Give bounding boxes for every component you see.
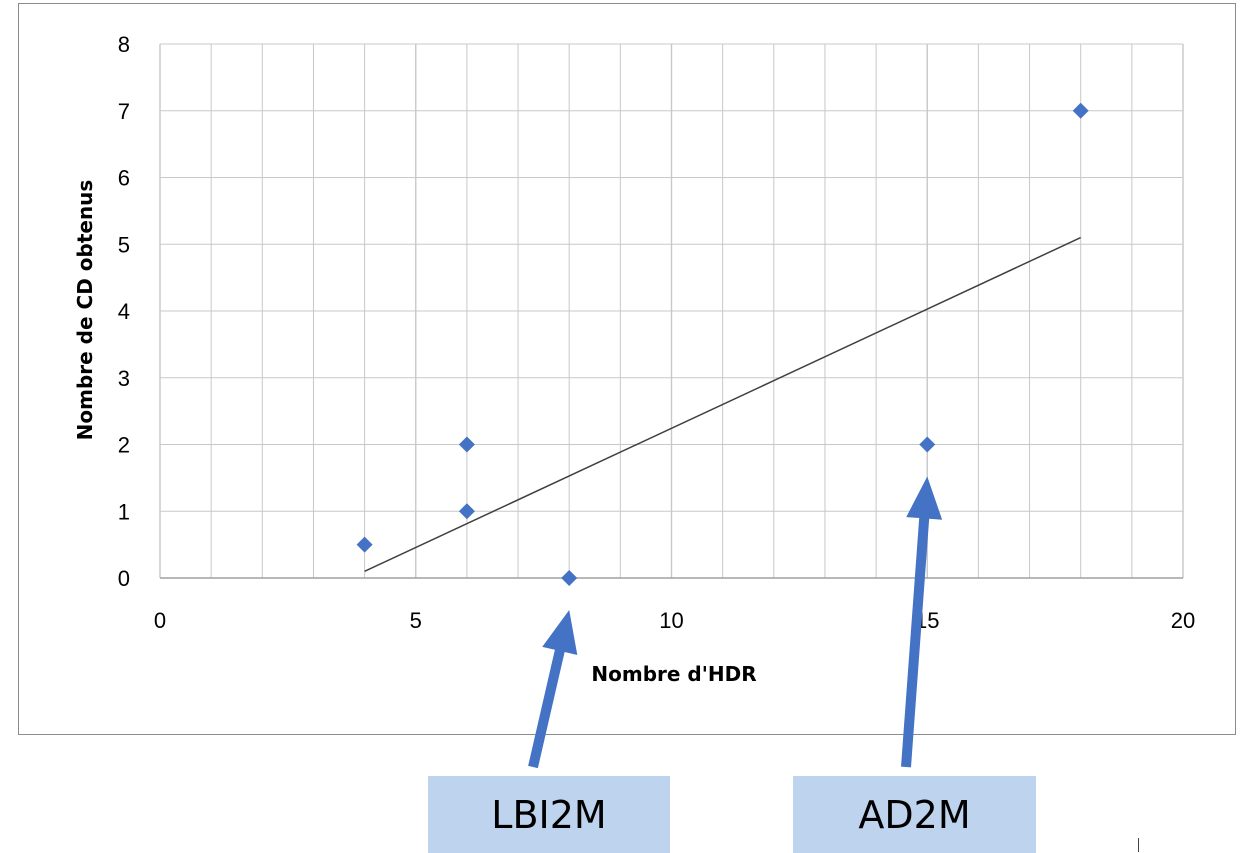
callout-lbi2m: LBI2M — [428, 776, 670, 853]
y-tick-label: 2 — [118, 433, 130, 458]
y-axis-title: Nombre de CD obtenus — [73, 180, 97, 441]
data-point — [356, 536, 373, 553]
y-tick-label: 3 — [118, 366, 130, 391]
data-point — [458, 503, 475, 520]
data-point — [919, 436, 936, 453]
data-points-layer — [356, 102, 1089, 586]
y-tick-label: 4 — [118, 299, 130, 324]
annotation-arrow — [528, 610, 578, 769]
chart-frame — [18, 3, 1236, 735]
callout-ad2m: AD2M — [793, 776, 1036, 853]
text-cursor-mark — [1138, 838, 1139, 852]
data-point — [561, 570, 578, 586]
trendline — [364, 236, 1082, 573]
x-tick-label: 0 — [154, 608, 166, 633]
annotation-arrow — [901, 476, 943, 768]
y-tick-label: 1 — [118, 499, 130, 524]
x-tick-label: 10 — [659, 608, 683, 633]
y-tick-label: 7 — [118, 99, 130, 124]
annotation-arrows-layer — [528, 476, 943, 769]
y-tick-label: 5 — [118, 232, 130, 257]
x-tick-label: 5 — [410, 608, 422, 633]
y-tick-label: 6 — [118, 166, 130, 191]
y-tick-label: 8 — [118, 32, 130, 57]
data-point — [1072, 102, 1089, 119]
grid-layer — [159, 43, 1184, 579]
y-tick-label: 0 — [118, 566, 130, 591]
x-axis-title: Nombre d'HDR — [591, 662, 756, 686]
data-point — [458, 436, 475, 453]
trendline-layer — [364, 236, 1082, 573]
x-tick-label: 20 — [1171, 608, 1195, 633]
